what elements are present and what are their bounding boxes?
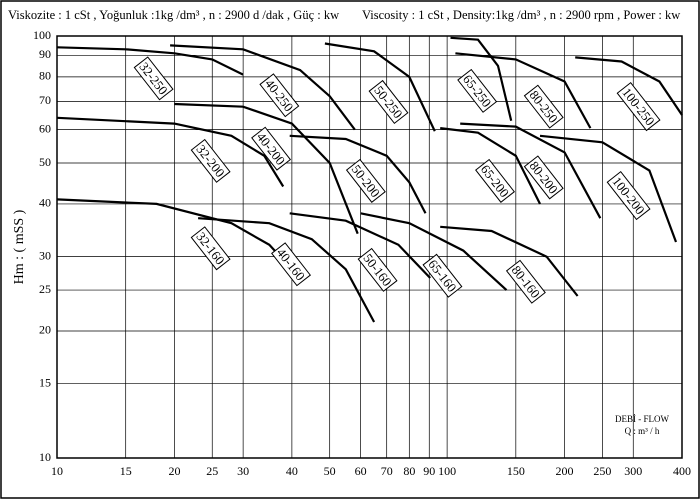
- pump-curve: [575, 56, 683, 116]
- pump-curve: [324, 42, 436, 132]
- x-tick-label: 20: [168, 464, 180, 478]
- label-box: [475, 158, 515, 203]
- x-tick-label: 150: [507, 464, 525, 478]
- x-tick-label: 25: [206, 464, 218, 478]
- pump-curve: [539, 134, 678, 243]
- y-tick-label: 20: [39, 323, 51, 337]
- label-box: [190, 138, 231, 183]
- pump-curve: [56, 116, 285, 188]
- label-box: [523, 155, 564, 200]
- pump-curve: [460, 122, 602, 219]
- pump-curve: [170, 44, 356, 131]
- x-tick-label: 15: [120, 464, 132, 478]
- x-axis-unit: Q : m³ / h: [625, 426, 660, 436]
- label-box: [133, 56, 174, 101]
- label-box: [368, 79, 409, 124]
- label-box: [457, 68, 498, 113]
- y-axis-label: Hm : ( mSS ): [12, 209, 27, 284]
- x-tick-label: 300: [624, 464, 642, 478]
- pump-curve: [289, 134, 427, 214]
- y-tick-label: 70: [39, 93, 51, 107]
- label-box: [190, 226, 231, 271]
- y-tick-label: 50: [39, 155, 51, 169]
- x-tick-label: 10: [51, 464, 63, 478]
- label-box: [523, 84, 564, 129]
- y-tick-label: 90: [39, 47, 51, 61]
- x-tick-label: 60: [355, 464, 367, 478]
- label-box: [271, 242, 312, 287]
- y-tick-label: 10: [39, 450, 51, 464]
- pump-curve: [450, 36, 513, 121]
- pump-curve: [440, 225, 579, 297]
- x-axis-label: DEBİ - FLOW: [615, 414, 669, 424]
- y-tick-label: 40: [39, 196, 51, 210]
- y-tick-label: 100: [33, 28, 51, 42]
- x-tick-label: 90: [423, 464, 435, 478]
- y-tick-label: 80: [39, 69, 51, 83]
- pump-curve: [289, 212, 431, 279]
- x-tick-label: 50: [324, 464, 336, 478]
- pump-curve: [56, 46, 244, 76]
- x-tick-label: 400: [673, 464, 691, 478]
- label-box: [616, 82, 661, 132]
- pump-curve: [360, 212, 508, 291]
- x-tick-label: 40: [286, 464, 298, 478]
- y-tick-label: 30: [39, 248, 51, 262]
- x-tick-label: 200: [556, 464, 574, 478]
- label-box: [251, 126, 292, 171]
- y-tick-label: 15: [39, 375, 51, 389]
- chart-subtitle: Viscosity : 1 cSt , Density:1kg /dm³ , n…: [362, 8, 680, 22]
- x-tick-label: 100: [438, 464, 456, 478]
- label-box: [357, 247, 398, 292]
- pump-curve: [440, 127, 541, 205]
- label-box: [345, 158, 386, 203]
- label-box: [505, 259, 546, 304]
- chart-title: Viskozite : 1 cSt , Yoğunluk :1kg /dm³ ,…: [8, 8, 339, 22]
- label-box: [422, 253, 463, 298]
- y-tick-label: 25: [39, 282, 51, 296]
- x-tick-label: 250: [593, 464, 611, 478]
- pump-curve: [198, 217, 376, 323]
- pump-curve: [174, 102, 359, 235]
- pump-curve: [455, 52, 592, 129]
- label-box: [606, 170, 651, 221]
- x-tick-label: 70: [381, 464, 393, 478]
- y-tick-label: 60: [39, 121, 51, 135]
- x-tick-label: 80: [403, 464, 415, 478]
- label-box: [259, 73, 300, 118]
- x-tick-label: 30: [237, 464, 249, 478]
